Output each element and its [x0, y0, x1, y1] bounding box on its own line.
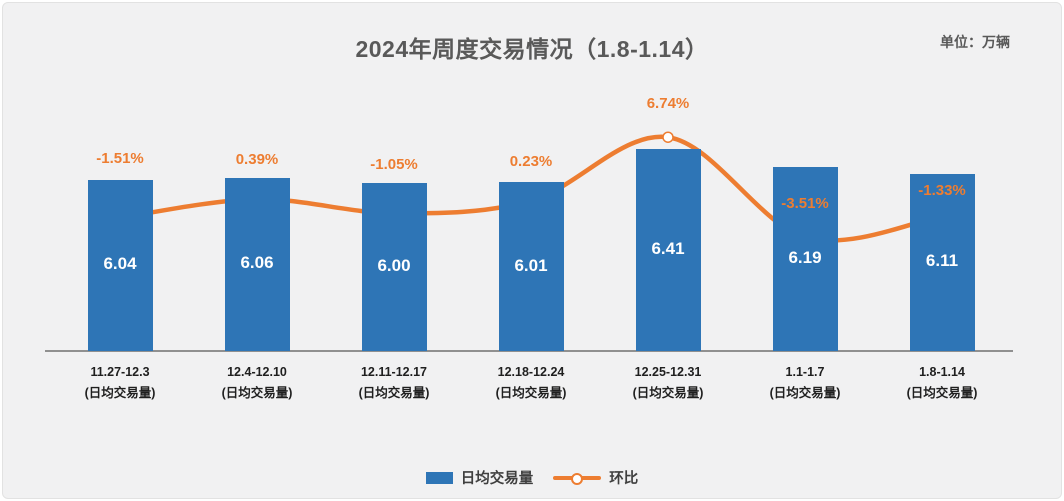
bar	[224, 177, 290, 351]
x-axis-label: 12.25-12.31 (日均交易量)	[600, 362, 737, 404]
x-axis-label-sub: (日均交易量)	[769, 386, 841, 400]
pct-label: 6.74%	[646, 95, 690, 113]
x-axis-line	[45, 350, 1013, 352]
legend: 日均交易量 环比	[0, 467, 1064, 488]
pct-label: -1.05%	[370, 156, 418, 174]
x-axis-label: 12.18-12.24 (日均交易量)	[463, 362, 600, 404]
x-axis-label-range: 12.11-12.17	[360, 365, 428, 379]
unit-label: 单位：万辆	[940, 34, 1010, 50]
line-marker-icon	[662, 131, 674, 143]
legend-line-marker-icon	[571, 472, 584, 485]
x-axis-label-sub: (日均交易量)	[906, 386, 978, 400]
bar	[87, 179, 153, 351]
bar-value-label: 6.04	[103, 254, 137, 274]
bar	[361, 183, 427, 351]
x-axis-label: 1.1-1.7 (日均交易量)	[737, 362, 874, 404]
x-axis-label-range: 12.18-12.24	[497, 365, 565, 379]
x-axis-label-sub: (日均交易量)	[358, 386, 430, 400]
legend-bar-swatch	[425, 471, 453, 484]
x-axis-label-range: 12.4-12.10	[227, 365, 287, 379]
pct-label: 0.39%	[235, 151, 279, 169]
x-axis-label-sub: (日均交易量)	[632, 386, 704, 400]
x-axis-label-sub: (日均交易量)	[84, 386, 156, 400]
x-axis-label-range: 11.27-12.3	[90, 365, 150, 379]
x-axis-label-sub: (日均交易量)	[495, 386, 567, 400]
x-axis-label: 11.27-12.3 (日均交易量)	[52, 362, 189, 404]
pct-label: -1.33%	[918, 181, 966, 199]
bar	[635, 148, 701, 351]
x-axis-label-range: 12.25-12.31	[634, 365, 702, 379]
x-axis-label: 12.4-12.10 (日均交易量)	[189, 362, 326, 404]
bar	[498, 182, 564, 351]
bar-value-label: 6.01	[514, 255, 548, 275]
legend-line-swatch	[553, 472, 602, 485]
bar-value-label: 6.11	[925, 251, 959, 271]
pct-label: 0.23%	[509, 152, 553, 170]
pct-label: -3.51%	[781, 195, 829, 213]
bar-value-label: 6.19	[788, 248, 822, 268]
bar-value-label: 6.00	[377, 256, 411, 275]
x-axis-label-range: 1.8-1.14	[919, 365, 965, 379]
bar-value-label: 6.41	[651, 238, 685, 258]
x-axis-label: 12.11-12.17 (日均交易量)	[326, 362, 463, 404]
legend-line-label: 环比	[609, 471, 639, 487]
bar	[772, 167, 838, 351]
x-axis-label-sub: (日均交易量)	[221, 386, 293, 400]
bar	[909, 173, 975, 351]
legend-bar-label: 日均交易量	[460, 471, 534, 487]
chart-title: 2024年周度交易情况（1.8-1.14）	[355, 36, 709, 62]
bar-value-label: 6.06	[240, 253, 274, 273]
x-axis-label-range: 1.1-1.7	[785, 365, 825, 379]
x-axis-label: 1.8-1.14 (日均交易量)	[874, 362, 1011, 404]
pct-label: -1.51%	[96, 149, 144, 167]
